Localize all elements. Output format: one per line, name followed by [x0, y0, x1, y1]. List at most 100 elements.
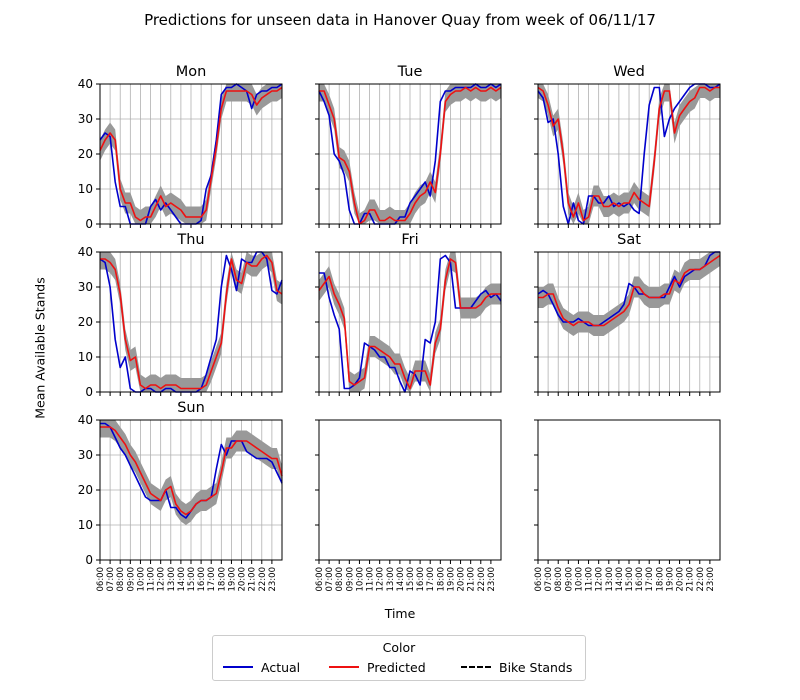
subplot: Sat — [534, 232, 721, 396]
y-tick-label: 30 — [78, 280, 93, 294]
y-tick-label: 0 — [85, 217, 93, 231]
prediction-band — [319, 84, 501, 224]
legend-label: Actual — [261, 660, 301, 675]
plot-background — [538, 420, 720, 560]
x-tick-label: 17:00 — [207, 567, 217, 592]
x-tick-label: 15:00 — [625, 567, 635, 592]
predicted-series-line — [318, 258, 501, 390]
x-tick-label: 09:00 — [345, 567, 355, 592]
x-tick-label: 10:00 — [355, 567, 365, 592]
x-tick-label: 12:00 — [595, 567, 605, 592]
y-tick-label: 20 — [78, 147, 93, 161]
x-tick-label: 11:00 — [366, 567, 376, 592]
x-tick-label: 06:00 — [315, 567, 325, 592]
subplot-title: Thu — [176, 232, 204, 248]
actual-line-swatch — [223, 666, 253, 668]
x-tick-label: 16:00 — [635, 567, 645, 592]
x-tick-label: 15:00 — [406, 567, 416, 592]
subplot: Mon 0 10 20 30 40 — [78, 64, 283, 231]
x-tick-label: 17:00 — [645, 567, 655, 592]
x-tick-label: 23:00 — [706, 567, 716, 592]
y-tick-label: 10 — [78, 182, 93, 196]
y-tick-label: 40 — [78, 77, 93, 91]
subplot-title: Mon — [176, 64, 207, 80]
predicted-series-line — [99, 86, 283, 222]
predicted-series-line — [100, 254, 283, 390]
subplot: Tue — [315, 64, 502, 228]
x-tick-label: 08:00 — [335, 567, 345, 592]
subplot-title: Sun — [177, 400, 205, 416]
actual-series-line — [318, 83, 502, 225]
legend-label: Predicted — [367, 660, 426, 675]
x-tick-label: 13:00 — [605, 567, 615, 592]
x-tick-label: 21:00 — [248, 567, 258, 592]
x-tick-label: 07:00 — [106, 567, 116, 592]
x-tick-label: 23:00 — [487, 567, 497, 592]
y-tick-label: 40 — [78, 413, 93, 427]
y-tick-label: 40 — [78, 245, 93, 259]
subplot-title: Wed — [613, 64, 645, 80]
x-tick-label: 10:00 — [136, 567, 146, 592]
predicted-series-line — [100, 426, 283, 516]
subplot-title: Fri — [401, 232, 418, 248]
x-axis-label: Time — [384, 606, 416, 621]
y-tick-label: 20 — [78, 483, 93, 497]
subplot: Wed — [534, 64, 721, 228]
legend-item-predicted: Predicted — [329, 660, 426, 675]
x-tick-label: 12:00 — [376, 567, 386, 592]
plot-background — [319, 420, 501, 560]
x-tick-label: 19:00 — [665, 567, 675, 592]
x-tick-label: 19:00 — [227, 567, 237, 592]
y-tick-label: 10 — [78, 350, 93, 364]
x-tick-label: 18:00 — [436, 567, 446, 592]
x-tick-label: 06:00 — [534, 567, 544, 592]
x-tick-label: 21:00 — [686, 567, 696, 592]
x-tick-label: 22:00 — [258, 567, 268, 592]
x-tick-label: 18:00 — [655, 567, 665, 592]
subplot: Sun 0 10 20 30 40 06:00 07:00 08:00 09:00 10:00 11:… — [78, 400, 283, 592]
x-tick-label: 22:00 — [696, 567, 706, 592]
x-tick-label: 06:00 — [96, 567, 106, 592]
x-tick-label: 16:00 — [197, 567, 207, 592]
x-tick-label: 10:00 — [574, 567, 584, 592]
x-tick-label: 21:00 — [467, 567, 477, 592]
legend-title: Color — [382, 640, 416, 655]
x-tick-label: 20:00 — [238, 567, 248, 592]
y-tick-label: 0 — [85, 385, 93, 399]
prediction-band — [538, 252, 720, 336]
y-tick-label: 30 — [78, 112, 93, 126]
x-tick-label: 14:00 — [396, 567, 406, 592]
x-tick-label: 13:00 — [386, 567, 396, 592]
x-tick-label: 20:00 — [457, 567, 467, 592]
predicted-series-line — [538, 254, 721, 327]
x-tick-label: 22:00 — [477, 567, 487, 592]
y-tick-label: 20 — [78, 315, 93, 329]
x-tick-label: 23:00 — [268, 567, 278, 592]
x-tick-label: 12:00 — [157, 567, 167, 592]
x-tick-label: 18:00 — [217, 567, 227, 592]
x-tick-label: 13:00 — [167, 567, 177, 592]
legend-item-bike-stands: Bike Stands — [461, 660, 572, 675]
x-tick-label: 17:00 — [426, 567, 436, 592]
x-tick-label: 19:00 — [446, 567, 456, 592]
x-tick-label: 14:00 — [615, 567, 625, 592]
prediction-band — [100, 84, 282, 224]
legend-item-actual: Actual — [223, 660, 300, 675]
predicted-line-swatch — [329, 666, 359, 668]
x-tick-label: 08:00 — [116, 567, 126, 592]
y-tick-label: 0 — [85, 553, 93, 567]
prediction-band — [538, 84, 720, 224]
x-tick-label: 09:00 — [564, 567, 574, 592]
legend: Color Actual Predicted Bike Stands — [212, 635, 586, 681]
subplot: 06:00 07:00 08:00 09:00 10:00 11:00 12:00 13:00… — [315, 419, 502, 592]
x-tick-label: 11:00 — [147, 567, 157, 592]
y-tick-label: 30 — [78, 448, 93, 462]
bike-stands-line-swatch — [461, 666, 491, 668]
y-tick-label: 10 — [78, 518, 93, 532]
subplot: Thu 0 10 20 30 40 — [78, 232, 283, 399]
subplot-title: Tue — [397, 64, 423, 80]
figure-title: Predictions for unseen data in Hanover Q… — [144, 11, 656, 29]
x-tick-label: 14:00 — [177, 567, 187, 592]
prediction-band — [100, 420, 282, 525]
